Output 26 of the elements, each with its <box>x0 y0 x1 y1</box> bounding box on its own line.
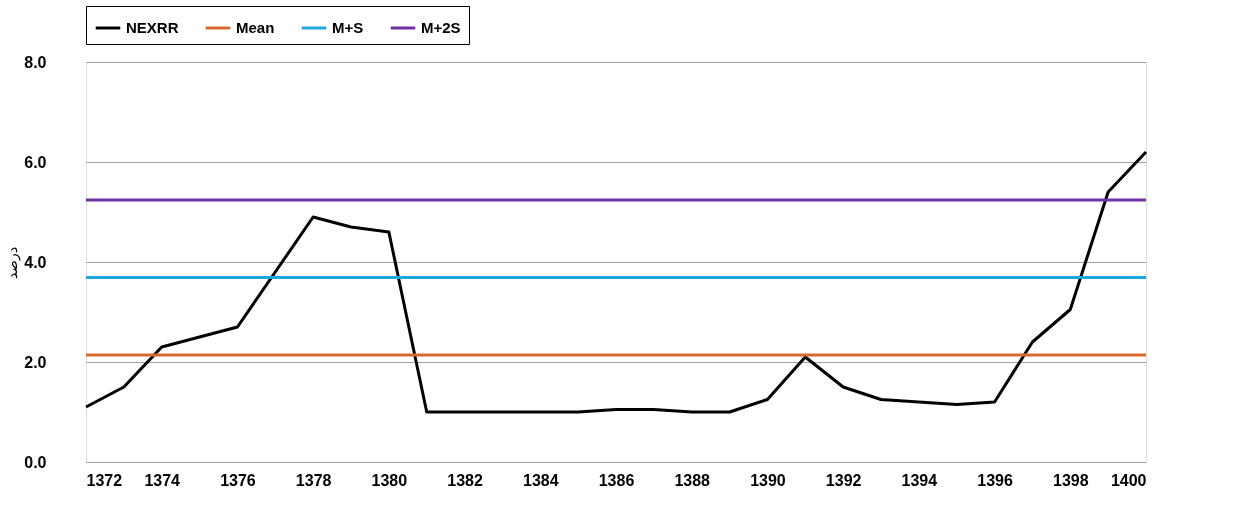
x-tick-label: 1398 <box>1052 471 1089 489</box>
x-tick-label: 1372 <box>86 471 123 489</box>
legend-label: Mean <box>236 19 275 36</box>
x-tick-label: 1396 <box>977 471 1013 489</box>
line-series <box>84 150 1148 414</box>
y-axis-title: درصد <box>4 246 22 279</box>
x-tick-label: 1376 <box>220 471 256 489</box>
x-tick-label: 1378 <box>295 471 332 489</box>
x-tick-label: 1386 <box>598 471 635 489</box>
legend-label: M+2S <box>421 19 461 36</box>
x-tick-label: 1390 <box>750 471 786 489</box>
y-tick-label: 6.0 <box>24 153 47 171</box>
x-tick-label: 1394 <box>901 471 938 489</box>
y-tick-label: 0.0 <box>24 453 47 471</box>
y-tick-label: 8.0 <box>24 53 47 71</box>
x-tick-label: 1388 <box>674 471 711 489</box>
x-tick-label: 1392 <box>825 471 862 489</box>
legend-label: M+S <box>332 19 364 36</box>
y-tick-label: 2.0 <box>24 353 47 371</box>
legend-label: NEXRR <box>126 19 179 36</box>
x-tick-label: 1374 <box>144 471 181 489</box>
x-tick-label: 1400 <box>1110 471 1147 489</box>
x-tick-label: 1382 <box>447 471 483 489</box>
x-tick-label: 1380 <box>371 471 408 489</box>
x-tick-label: 1384 <box>522 471 559 489</box>
y-tick-label: 4.0 <box>24 253 47 271</box>
